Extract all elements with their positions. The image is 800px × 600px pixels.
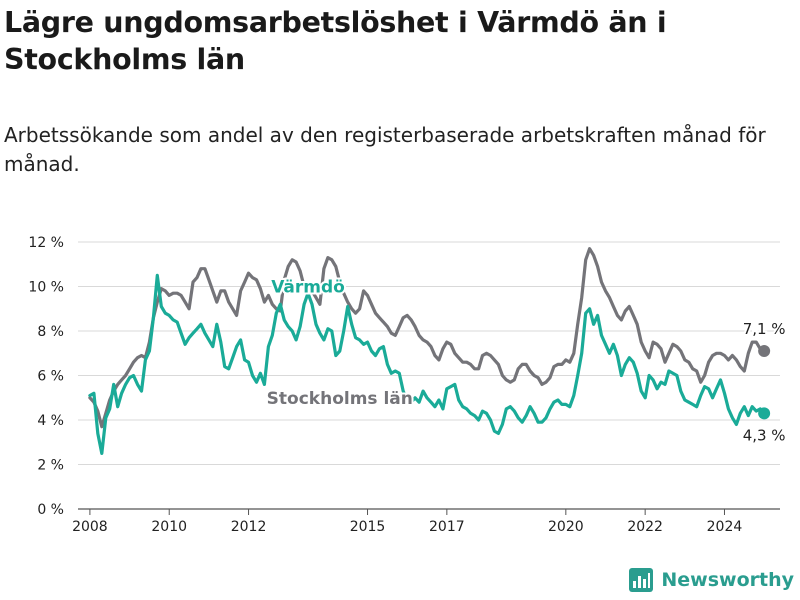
series-labels: 7,1 % 4,3 % Stockholms län Värmdö <box>265 276 788 447</box>
chart-title: Lägre ungdomsarbetslöshet i Värmdö än i … <box>4 6 667 76</box>
series-end-dot <box>758 345 771 358</box>
series-end-label: 7,1 % <box>743 320 786 338</box>
x-tick-label: 2022 <box>627 519 663 535</box>
series-label: Stockholms län <box>267 389 413 409</box>
x-tick-label: 2012 <box>231 519 267 535</box>
series-lines <box>88 247 771 455</box>
series-line <box>88 247 766 429</box>
y-tick-label: 12 % <box>28 235 64 251</box>
y-tick-label: 4 % <box>37 413 64 429</box>
y-tick-label: 10 % <box>28 280 64 296</box>
x-tick-label: 2017 <box>429 519 465 535</box>
series-label: Värmdö <box>271 278 345 298</box>
x-axis: 2008 2010 2012 2015 2017 2020 2022 2024 <box>72 509 742 535</box>
x-tick-label: 2024 <box>707 519 743 535</box>
bar-chart-icon <box>629 568 654 592</box>
series-end-dot <box>758 407 771 420</box>
y-tick-label: 0 % <box>37 502 64 518</box>
y-axis-ticks: 0 % 2 % 4 % 6 % 8 % 10 % 12 % <box>28 235 64 518</box>
x-tick-label: 2008 <box>72 519 108 535</box>
chart-subtitle: Arbetssökande som andel av den registerb… <box>4 123 766 176</box>
x-tick-label: 2020 <box>548 519 584 535</box>
y-tick-label: 2 % <box>37 458 64 474</box>
y-tick-label: 8 % <box>37 324 64 340</box>
x-tick-label: 2015 <box>350 519 386 535</box>
x-tick-label: 2010 <box>151 519 187 535</box>
series-line <box>88 273 766 455</box>
y-tick-label: 6 % <box>37 369 64 385</box>
series-end-label: 4,3 % <box>743 426 786 444</box>
newsworthy-logo[interactable]: Newsworthy <box>629 568 794 592</box>
line-chart: 0 % 2 % 4 % 6 % 8 % 10 % 12 % 2008 2010 2012 2015… <box>28 235 788 535</box>
brand-name: Newsworthy <box>661 569 794 591</box>
